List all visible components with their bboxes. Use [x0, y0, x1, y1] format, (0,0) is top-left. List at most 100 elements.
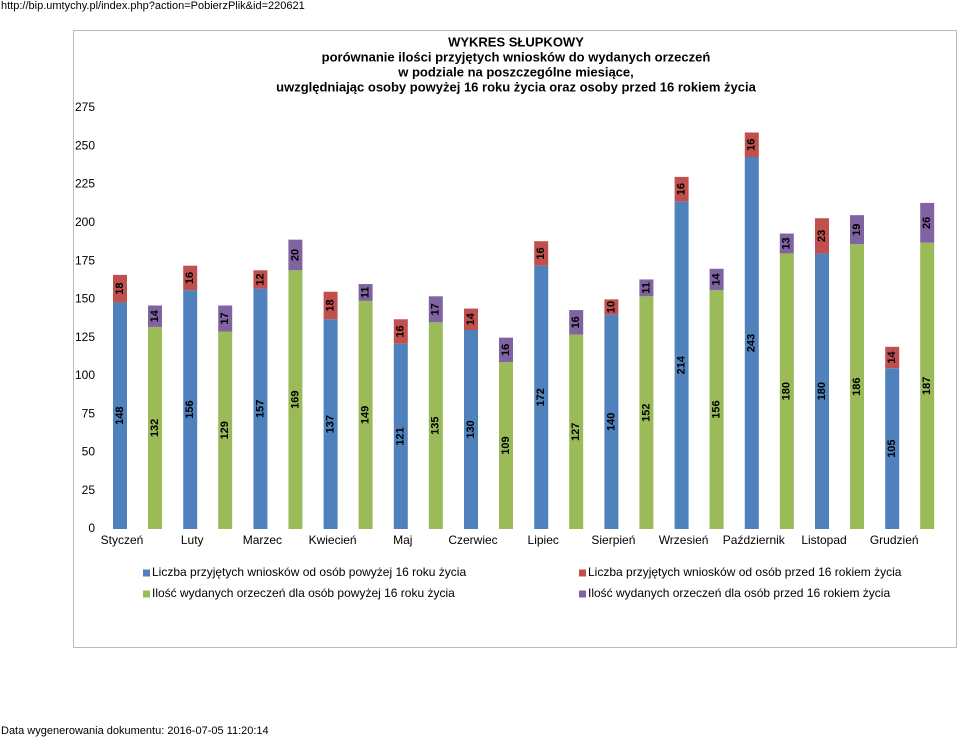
- x-tick-label: Sierpień: [591, 533, 635, 547]
- y-tick-label: 0: [88, 521, 95, 535]
- value-label: 11: [640, 282, 652, 294]
- bar-segment: [604, 299, 619, 315]
- x-tick-label: Luty: [181, 533, 204, 547]
- bar-segment: [850, 244, 864, 529]
- bar-segment: [534, 241, 549, 266]
- bar-segment: [218, 331, 233, 529]
- value-label: 18: [114, 283, 126, 295]
- value-label: 14: [465, 312, 477, 325]
- bar-segment: [639, 279, 654, 297]
- bar-segment: [499, 362, 513, 529]
- value-label: 135: [430, 416, 442, 434]
- bar-segment: [744, 156, 759, 530]
- value-label: 17: [430, 303, 442, 315]
- value-label: 105: [886, 439, 898, 457]
- bar-segment: [885, 368, 900, 529]
- bar-segment: [534, 265, 549, 529]
- value-label: 152: [640, 403, 652, 421]
- bar-segment: [393, 343, 408, 529]
- bar-segment: [815, 253, 829, 529]
- bar-segment: [428, 322, 443, 529]
- bar-segment: [709, 268, 724, 291]
- value-label: 14: [886, 351, 898, 364]
- value-label: 121: [395, 427, 407, 445]
- bar-segment: [569, 334, 584, 529]
- legend-label: Ilość wydanych orzeczeń dla osób powyżej…: [152, 586, 455, 600]
- bar-segment: [464, 329, 478, 529]
- bar-segment: [499, 337, 513, 363]
- bar-segment: [288, 270, 303, 529]
- value-label: 19: [851, 224, 863, 236]
- bar-segment: [358, 284, 373, 301]
- value-label: 18: [325, 299, 337, 311]
- value-label: 157: [254, 400, 266, 418]
- x-tick-label: Grudzień: [870, 533, 919, 547]
- bar-segment: [604, 314, 619, 529]
- value-label: 16: [535, 247, 547, 259]
- value-label: 16: [570, 316, 582, 328]
- value-label: 16: [500, 344, 512, 356]
- value-label: 129: [219, 421, 231, 439]
- bar-segment: [428, 296, 443, 323]
- bar-segment: [779, 233, 794, 254]
- value-label: 127: [570, 423, 582, 441]
- bar-segment: [744, 132, 759, 157]
- x-tick-label: Listopad: [801, 533, 846, 547]
- value-label: 16: [746, 139, 758, 151]
- bar-segment: [288, 239, 303, 271]
- chart-subtitle: w podziale na poszczególne miesiące,: [397, 64, 634, 79]
- y-tick-label: 100: [75, 368, 95, 382]
- bar-segment: [148, 326, 162, 529]
- bar-segment: [323, 319, 338, 529]
- chart-frame: [73, 30, 957, 648]
- bar-segment: [113, 302, 127, 529]
- value-label: 11: [360, 287, 372, 299]
- value-label: 156: [184, 400, 196, 418]
- value-label: 14: [711, 272, 723, 285]
- y-tick-label: 125: [75, 330, 95, 344]
- bar-segment: [218, 305, 233, 332]
- x-tick-label: Marzec: [243, 533, 282, 547]
- legend-swatch: [143, 590, 150, 598]
- bar-segment: [850, 215, 864, 245]
- x-tick-label: Czerwiec: [448, 533, 497, 547]
- value-label: 20: [289, 249, 301, 261]
- legend-swatch: [143, 569, 150, 577]
- bar-segment: [358, 300, 373, 529]
- bar-segment: [779, 253, 794, 529]
- bar-segment: [113, 274, 127, 303]
- x-tick-label: Kwiecień: [309, 533, 357, 547]
- bar-segment: [920, 202, 935, 243]
- value-label: 17: [219, 312, 231, 324]
- bar-segment: [709, 290, 724, 529]
- y-tick-label: 225: [75, 177, 95, 191]
- legend-label: Ilość wydanych orzeczeń dla osób przed 1…: [588, 586, 890, 600]
- value-label: 137: [325, 415, 337, 433]
- value-label: 16: [395, 325, 407, 337]
- value-label: 186: [851, 377, 863, 395]
- bar-segment: [253, 270, 268, 289]
- bar-segment: [639, 296, 654, 529]
- bar-segment: [815, 218, 829, 254]
- y-tick-label: 175: [75, 253, 95, 267]
- value-label: 180: [816, 382, 828, 400]
- value-label: 169: [289, 390, 301, 408]
- value-label: 156: [711, 400, 723, 418]
- bar-segment: [148, 305, 162, 327]
- value-label: 140: [605, 413, 617, 431]
- x-tick-label: Maj: [393, 533, 412, 547]
- bar-segment: [569, 310, 584, 335]
- value-label: 187: [921, 377, 933, 395]
- x-tick-label: Październik: [723, 533, 786, 547]
- legend-swatch: [579, 569, 586, 577]
- value-label: 13: [781, 237, 793, 249]
- y-tick-label: 200: [75, 215, 95, 229]
- value-label: 130: [465, 420, 477, 438]
- y-tick-label: 75: [82, 406, 96, 420]
- legend-label: Liczba przyjętych wniosków od osób powyż…: [152, 565, 466, 579]
- value-label: 243: [746, 334, 758, 352]
- footer: Data wygenerowania dokumentu: 2016-07-05…: [1, 725, 269, 737]
- y-tick-label: 50: [82, 445, 96, 459]
- bar-segment: [920, 242, 935, 529]
- value-label: 109: [500, 436, 512, 454]
